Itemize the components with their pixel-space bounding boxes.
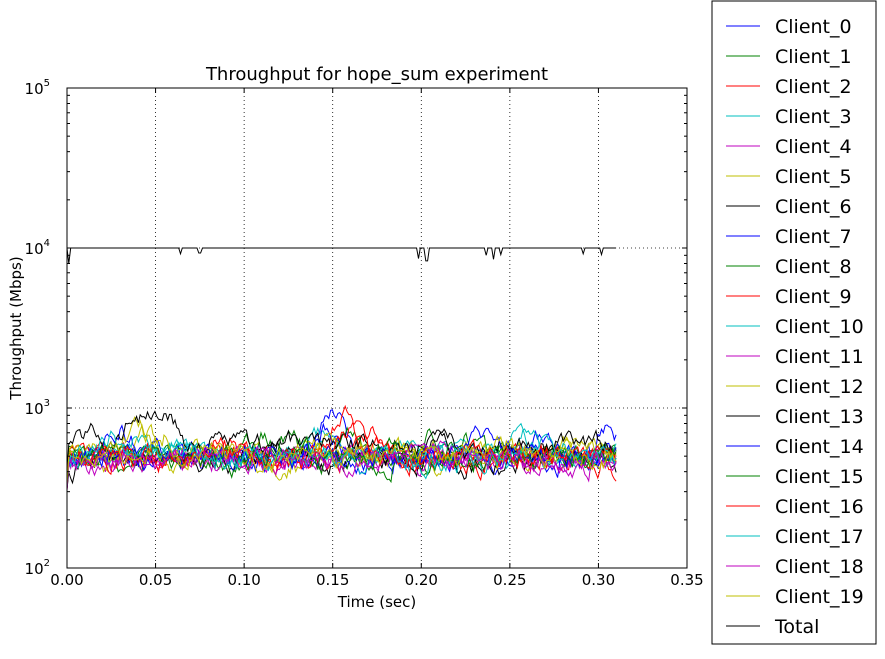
legend-label: Client_17 <box>775 526 864 548</box>
x-tick-label: 0.30 <box>582 571 615 589</box>
series-line-client-13 <box>66 410 617 474</box>
x-tick-label: 0.05 <box>139 571 172 589</box>
series-line-client-4 <box>66 440 617 491</box>
legend-label: Client_18 <box>775 556 864 578</box>
grid-layer <box>67 88 687 568</box>
legend-label: Client_3 <box>775 106 852 128</box>
x-tick-label: 0.25 <box>493 571 526 589</box>
series-layer <box>66 247 617 491</box>
series-line-client-15 <box>66 435 617 488</box>
x-tick-label: 0.10 <box>227 571 260 589</box>
legend-label: Client_4 <box>775 136 852 158</box>
series-line-client-16 <box>66 420 617 487</box>
legend-label: Client_15 <box>775 466 864 488</box>
legend-label: Client_9 <box>775 286 852 308</box>
tick-layer: 0.00 0.05 0.10 0.15 0.20 0.25 0.30 0.35 102 103 10… <box>25 78 704 589</box>
x-tick-label: 0.35 <box>670 571 703 589</box>
plot-frame <box>66 87 688 569</box>
chart-title: Throughput for hope_sum experiment <box>205 64 548 85</box>
legend-label: Client_5 <box>775 166 852 188</box>
legend-label: Total <box>774 616 819 638</box>
y-tick-label: 102 <box>25 558 50 578</box>
legend-label: Client_14 <box>775 436 864 458</box>
x-tick-label: 0.20 <box>405 571 438 589</box>
legend-label: Client_1 <box>775 46 852 68</box>
y-tick-label: 103 <box>25 398 50 418</box>
legend-label: Client_0 <box>775 16 852 38</box>
legend-label: Client_19 <box>775 586 864 608</box>
legend-label: Client_10 <box>775 316 864 338</box>
series-line-client-19 <box>66 434 617 485</box>
x-tick-label: 0.00 <box>50 571 83 589</box>
legend-label: Client_12 <box>775 376 864 398</box>
legend-label: Client_2 <box>775 76 852 98</box>
x-tick-label: 0.15 <box>316 571 349 589</box>
legend-box <box>711 0 877 645</box>
legend-label: Client_8 <box>775 256 852 278</box>
legend-label: Client_6 <box>775 196 852 218</box>
legend-label: Client_7 <box>775 226 852 248</box>
legend-label: Client_11 <box>775 346 864 368</box>
series-line-total <box>66 247 617 264</box>
x-axis-label: Time (sec) <box>337 593 416 611</box>
legend-label: Client_16 <box>775 496 864 518</box>
legend-label: Client_13 <box>775 406 864 428</box>
y-axis-label: Throughput (Mbps) <box>7 256 25 400</box>
legend: Client_0 Client_1 Client_2 Client_3 Client_4… <box>711 0 877 645</box>
y-tick-label: 105 <box>25 78 50 98</box>
y-tick-label: 104 <box>25 238 50 258</box>
